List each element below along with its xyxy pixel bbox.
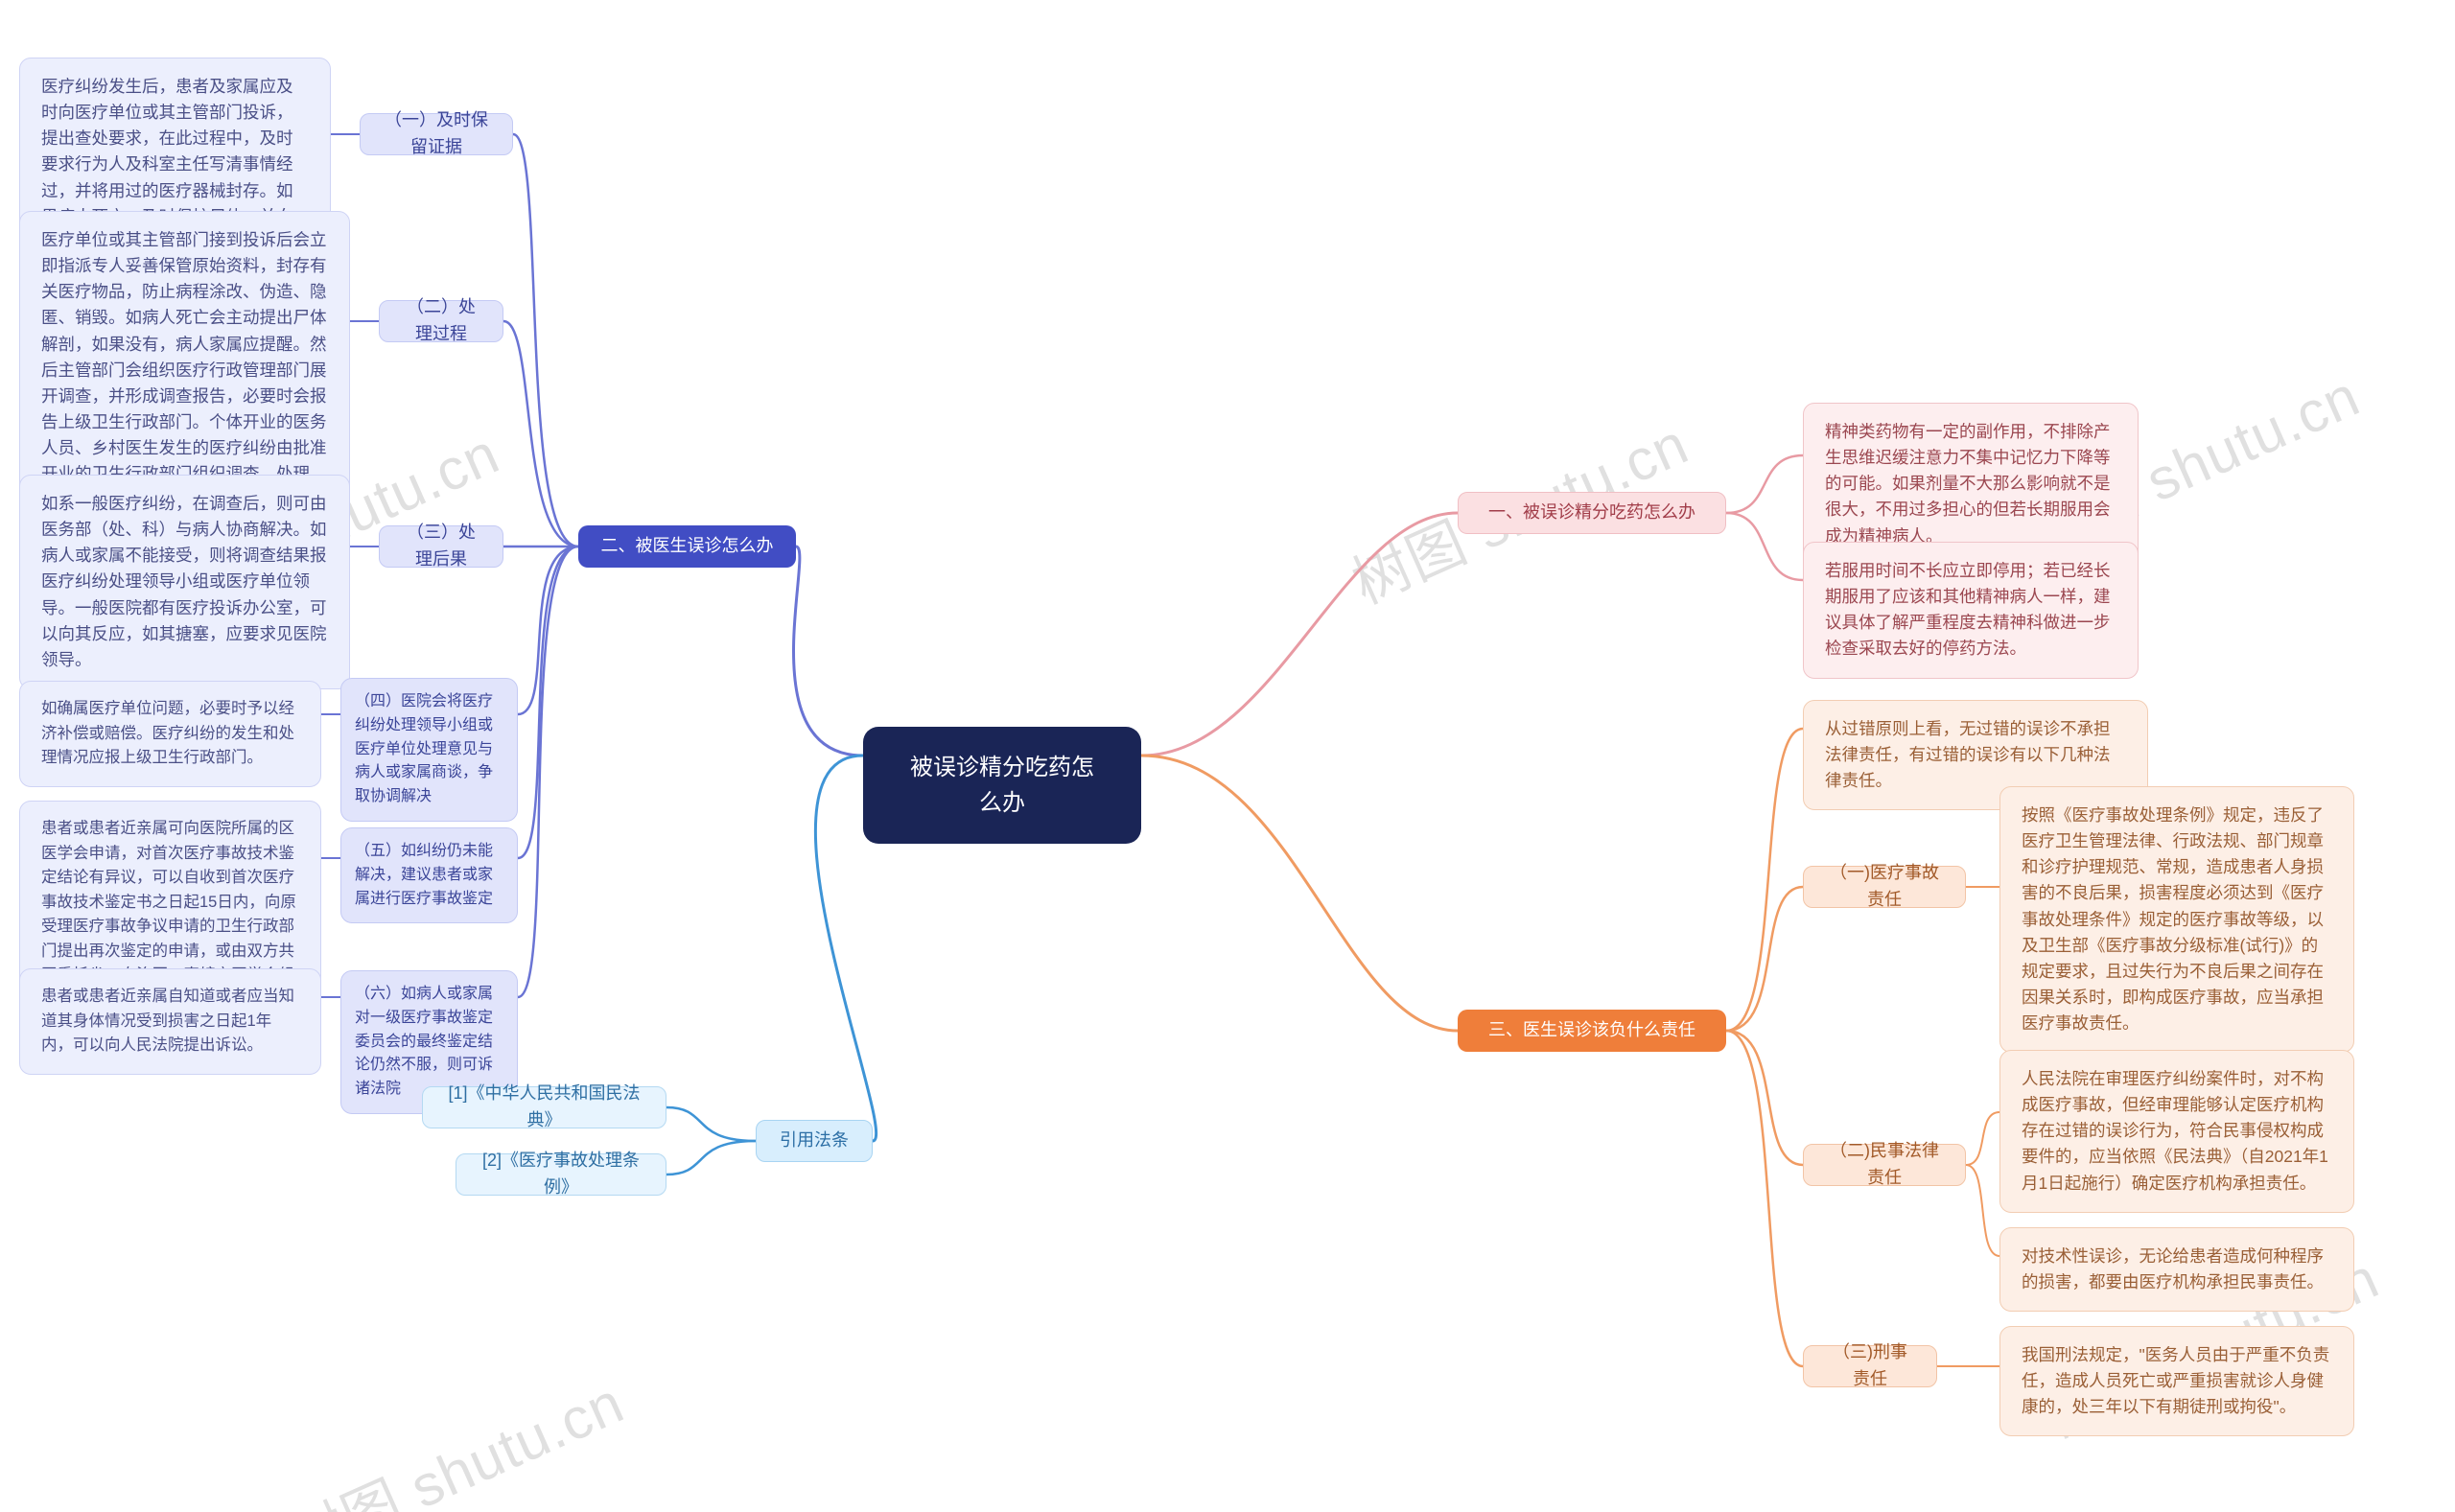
orange-detail-2b-text: 对技术性误诊，无论给患者造成何种程序的损害，都要由医疗机构承担民事责任。 bbox=[2022, 1244, 2332, 1295]
orange-sub-1-label: （一)医疗事故责任 bbox=[1825, 860, 1944, 914]
pink-detail-2: 若服用时间不长应立即停用；若已经长期服用了应该和其他精神病人一样，建议具体了解严… bbox=[1803, 542, 2139, 679]
purple-sub-2-label: （二）处理过程 bbox=[401, 294, 481, 348]
ref-2-label: [2]《医疗事故处理条例》 bbox=[478, 1148, 644, 1201]
orange-detail-2a: 人民法院在审理医疗纠纷案件时，对不构成医疗事故，但经审理能够认定医疗机构存在过错… bbox=[1999, 1050, 2354, 1213]
purple-sub-2: （二）处理过程 bbox=[379, 300, 503, 342]
pink-detail-1-text: 精神类药物有一定的副作用，不排除产生思维迟缓注意力不集中记忆力下降等的可能。如果… bbox=[1825, 419, 2116, 549]
branch-blue-label: 引用法条 bbox=[780, 1128, 849, 1154]
mindmap-canvas: 树图 shutu.cn 树图 shutu.cn 树图 shutu.cn 树图 s… bbox=[0, 0, 2455, 1512]
branch-purple-main: 二、被医生误诊怎么办 bbox=[578, 525, 796, 568]
branch-pink-main: 一、被误诊精分吃药怎么办 bbox=[1458, 492, 1726, 534]
branch-orange-label: 三、医生误诊该负什么责任 bbox=[1488, 1017, 1695, 1044]
purple-sub-4b-label: （四）医院会将医疗纠纷处理领导小组或医疗单位处理意见与病人或家属商谈，争取协调解… bbox=[355, 690, 503, 809]
purple-detail-3: 如系一般医疗纠纷，在调查后，则可由医务部（处、科）与病人协商解决。如病人或家属不… bbox=[19, 475, 350, 689]
orange-detail-2b: 对技术性误诊，无论给患者造成何种程序的损害，都要由医疗机构承担民事责任。 bbox=[1999, 1227, 2354, 1312]
orange-sub-1: （一)医疗事故责任 bbox=[1803, 866, 1966, 908]
pink-detail-2-text: 若服用时间不长应立即停用；若已经长期服用了应该和其他精神病人一样，建议具体了解严… bbox=[1825, 558, 2116, 663]
branch-blue-main: 引用法条 bbox=[756, 1120, 873, 1162]
purple-detail-4-text: 如确属医疗单位问题，必要时予以经济补偿或赔偿。医疗纠纷的发生和处理情况应报上级卫… bbox=[41, 697, 299, 771]
watermark: 树图 shutu.cn bbox=[273, 1357, 636, 1512]
orange-detail-1-text: 按照《医疗事故处理条例》规定，违反了医疗卫生管理法律、行政法规、部门规章和诊疗护… bbox=[2022, 803, 2332, 1036]
orange-detail-1: 按照《医疗事故处理条例》规定，违反了医疗卫生管理法律、行政法规、部门规章和诊疗护… bbox=[1999, 786, 2354, 1053]
branch-purple-label: 二、被医生误诊怎么办 bbox=[601, 533, 774, 560]
branch-orange-main: 三、医生误诊该负什么责任 bbox=[1458, 1010, 1726, 1052]
purple-sub-3: （三）处理后果 bbox=[379, 525, 503, 568]
purple-sub-3-label: （三）处理后果 bbox=[401, 520, 481, 573]
purple-detail-2: 医疗单位或其主管部门接到投诉后会立即指派专人妥善保管原始资料，封存有关医疗物品，… bbox=[19, 211, 350, 503]
orange-sub-2-label: （二)民事法律责任 bbox=[1825, 1138, 1944, 1192]
purple-sub-4b: （四）医院会将医疗纠纷处理领导小组或医疗单位处理意见与病人或家属商谈，争取协调解… bbox=[340, 678, 518, 822]
orange-lead-text: 从过错原则上看，无过错的误诊不承担法律责任，有过错的误诊有以下几种法律责任。 bbox=[1825, 716, 2126, 794]
ref-1: [1]《中华人民共和国民法典》 bbox=[422, 1086, 666, 1128]
purple-detail-6-text: 患者或患者近亲属自知道或者应当知道其身体情况受到损害之日起1年内，可以向人民法院… bbox=[41, 985, 299, 1058]
orange-sub-3: （三)刑事责任 bbox=[1803, 1345, 1937, 1387]
purple-sub-5b-label: （五）如纠纷仍未能解决，建议患者或家属进行医疗事故鉴定 bbox=[355, 840, 503, 911]
orange-sub-2: （二)民事法律责任 bbox=[1803, 1144, 1966, 1186]
orange-detail-3-text: 我国刑法规定，"医务人员由于严重不负责任，造成人员死亡或严重损害就诊人身健康的，… bbox=[2022, 1342, 2332, 1420]
center-label: 被误诊精分吃药怎么办 bbox=[905, 750, 1099, 821]
purple-detail-3-text: 如系一般医疗纠纷，在调查后，则可由医务部（处、科）与病人协商解决。如病人或家属不… bbox=[41, 491, 328, 673]
center-node: 被误诊精分吃药怎么办 bbox=[863, 727, 1141, 844]
purple-sub-5b: （五）如纠纷仍未能解决，建议患者或家属进行医疗事故鉴定 bbox=[340, 827, 518, 923]
ref-1-label: [1]《中华人民共和国民法典》 bbox=[444, 1081, 644, 1134]
orange-detail-3: 我国刑法规定，"医务人员由于严重不负责任，造成人员死亡或严重损害就诊人身健康的，… bbox=[1999, 1326, 2354, 1436]
purple-detail-4: 如确属医疗单位问题，必要时予以经济补偿或赔偿。医疗纠纷的发生和处理情况应报上级卫… bbox=[19, 681, 321, 787]
branch-pink-label: 一、被误诊精分吃药怎么办 bbox=[1488, 500, 1695, 526]
purple-sub-1-label: （一）及时保留证据 bbox=[382, 107, 491, 161]
orange-sub-3-label: （三)刑事责任 bbox=[1825, 1339, 1915, 1393]
ref-2: [2]《医疗事故处理条例》 bbox=[456, 1153, 666, 1196]
purple-detail-2-text: 医疗单位或其主管部门接到投诉后会立即指派专人妥善保管原始资料，封存有关医疗物品，… bbox=[41, 227, 328, 487]
purple-sub-1: （一）及时保留证据 bbox=[360, 113, 513, 155]
orange-detail-2a-text: 人民法院在审理医疗纠纷案件时，对不构成医疗事故，但经审理能够认定医疗机构存在过错… bbox=[2022, 1066, 2332, 1197]
purple-detail-6: 患者或患者近亲属自知道或者应当知道其身体情况受到损害之日起1年内，可以向人民法院… bbox=[19, 968, 321, 1075]
